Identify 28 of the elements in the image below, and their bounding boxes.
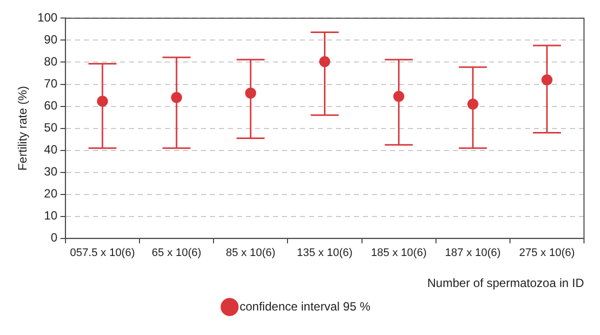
x-tick-label: 275 x 10(6): [519, 247, 575, 260]
point: [541, 74, 552, 86]
y-tick-label: 10: [44, 208, 58, 223]
x-tick-label: 65 x 10(6): [152, 247, 202, 260]
y-tick-label: 100: [37, 10, 58, 25]
legend-label: confidence interval 95 %: [240, 299, 371, 314]
x-tick-label: 85 x 10(6): [226, 247, 276, 260]
y-tick-label: 30: [44, 164, 58, 179]
point: [96, 96, 108, 107]
y-tick-label: 90: [44, 32, 58, 47]
y-tick-label: 50: [44, 120, 58, 135]
y-tick-label: 40: [44, 142, 58, 157]
point: [245, 88, 256, 99]
x-tick-label: 187 x 10(6): [445, 247, 501, 260]
x-tick-label: 185 x 10(6): [370, 247, 427, 260]
y-tick-label: 70: [44, 76, 58, 91]
point: [171, 92, 182, 103]
point: [319, 56, 330, 68]
x-tick-label: 135 x 10(6): [296, 247, 353, 260]
x-axis-title: Number of spermatozoa in ID: [427, 276, 584, 290]
y-tick-label: 80: [44, 54, 58, 69]
y-tick-label: 0: [50, 230, 58, 245]
point: [393, 90, 404, 102]
x-tick-label: 057.5 x 10(6): [70, 247, 135, 260]
y-tick-label: 20: [44, 186, 58, 201]
y-tick-label: 60: [44, 98, 58, 113]
point: [467, 98, 478, 110]
y-axis-title: Fertility rate (%): [16, 86, 30, 171]
